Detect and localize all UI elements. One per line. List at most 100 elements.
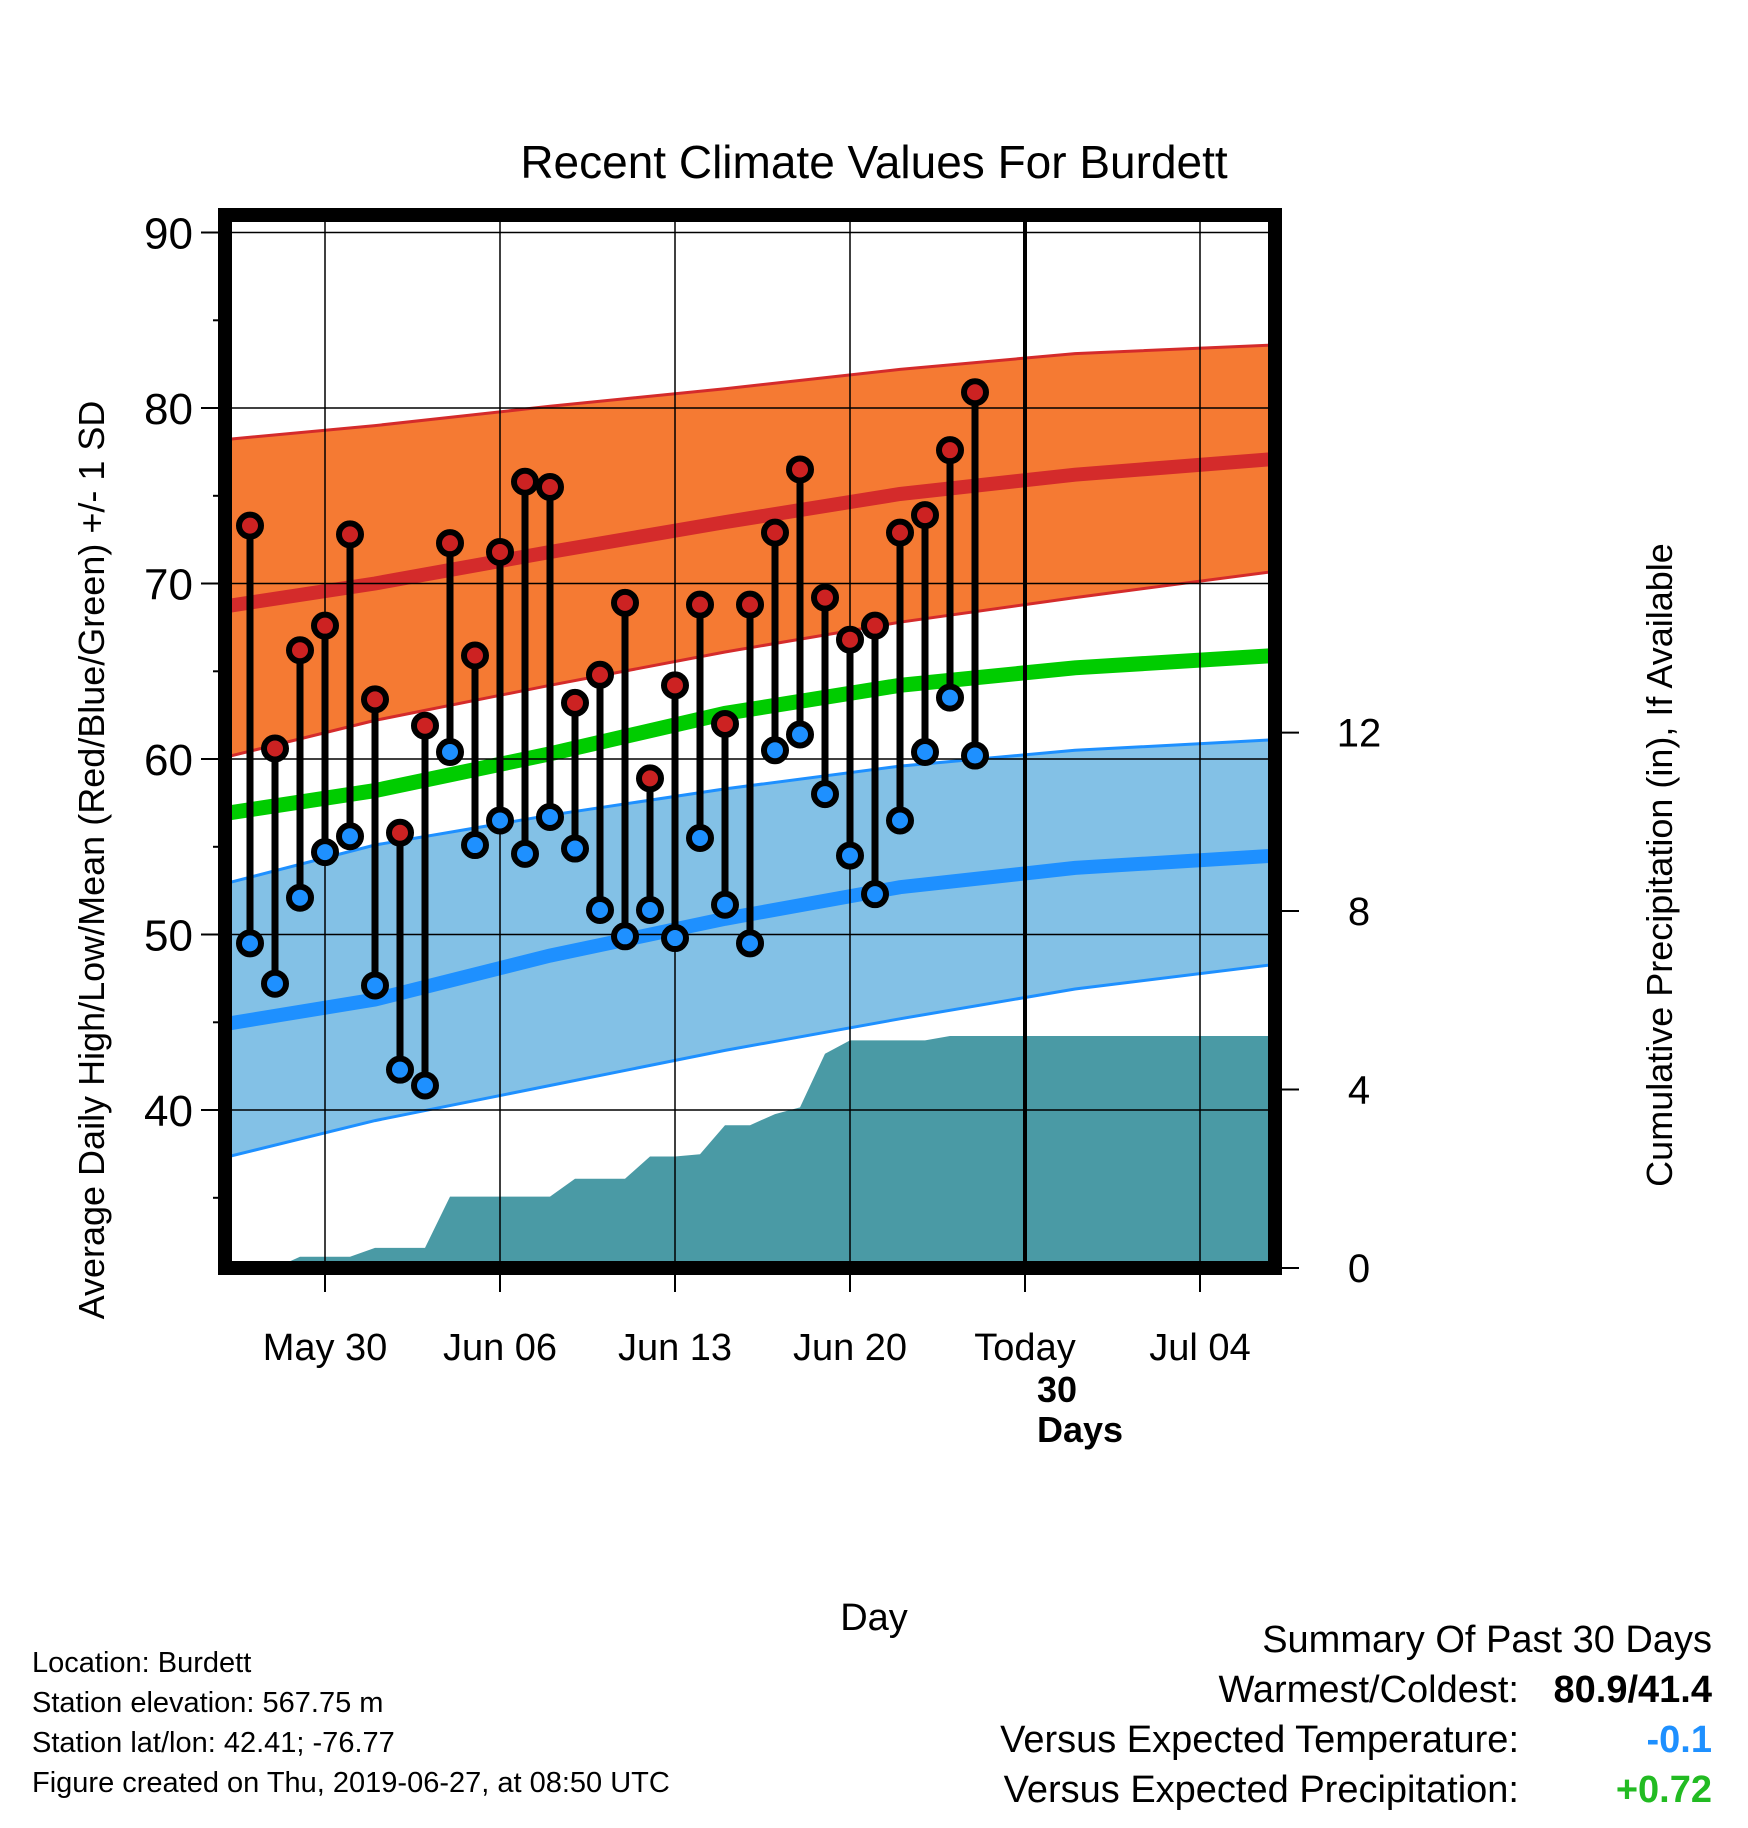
- obs-high-point: [686, 590, 714, 619]
- obs-low-point: [336, 822, 364, 851]
- axes: 40 50 60 70 80 90 0 4 8 12 May 30 Jun 06 Jun 13 Jun 2…: [144, 208, 1382, 1369]
- obs-low-point: [761, 736, 789, 765]
- obs-low-point: [586, 895, 614, 924]
- obs-high-point: [586, 660, 614, 689]
- y-left-tick-label: 70: [144, 561, 193, 610]
- obs-low-point: [836, 841, 864, 870]
- obs-high-point: [461, 641, 489, 670]
- obs-low-point: [936, 683, 964, 712]
- location-text: Location: Burdett: [32, 1647, 252, 1679]
- y-right-tick-label: 4: [1348, 1069, 1370, 1113]
- obs-low-point: [611, 922, 639, 951]
- y-left-tick-label: 60: [144, 736, 193, 785]
- obs-low-point: [386, 1055, 414, 1084]
- low-lower-edge: [224, 962, 1276, 1159]
- today-annotation-text: Days: [1037, 1409, 1123, 1450]
- y-left-tick-label: 40: [144, 1087, 193, 1136]
- obs-low-point: [561, 834, 589, 863]
- summary-panel: Summary Of Past 30 Days Warmest/Coldest:…: [1000, 1615, 1712, 1815]
- warmest-coldest-row: Warmest/Coldest: 80.9/41.4: [1000, 1665, 1712, 1715]
- obs-high-point: [561, 688, 589, 717]
- obs-low-point: [311, 838, 339, 867]
- x-tick-label: May 30: [263, 1327, 388, 1369]
- obs-high-point: [236, 511, 264, 540]
- obs-high-point: [511, 467, 539, 496]
- y-left-tick-label: 50: [144, 912, 193, 961]
- y-left-tick-label: 80: [144, 385, 193, 434]
- warmest-label: Warmest/Coldest:: [1218, 1669, 1519, 1711]
- obs-low-point: [261, 969, 289, 998]
- high-upper-edge: [224, 343, 1276, 442]
- chart-title: Recent Climate Values For Burdett: [520, 136, 1228, 188]
- obs-low-point: [661, 924, 689, 953]
- obs-high-point: [786, 455, 814, 484]
- obs-low-point: [736, 929, 764, 958]
- summary-heading: Summary Of Past 30 Days: [1262, 1619, 1712, 1661]
- temp-value: -0.1: [1646, 1719, 1712, 1761]
- precip-label: Versus Expected Precipitation:: [1003, 1769, 1519, 1811]
- today-annotation-text: 30: [1037, 1369, 1077, 1410]
- obs-low-point: [636, 895, 664, 924]
- obs-low-point: [486, 806, 514, 835]
- obs-high-point: [936, 436, 964, 465]
- obs-high-point: [836, 625, 864, 654]
- x-tick-label: Jul 04: [1149, 1327, 1250, 1369]
- obs-high-point: [861, 611, 889, 640]
- obs-high-point: [636, 764, 664, 793]
- elevation-text: Station elevation: 567.75 m: [32, 1687, 384, 1719]
- y-right-tick-label: 8: [1348, 890, 1370, 934]
- obs-high-point: [536, 473, 564, 502]
- warmest-value: 80.9/41.4: [1553, 1669, 1712, 1711]
- x-tick-label: Jun 06: [443, 1327, 557, 1369]
- precip-value: +0.72: [1615, 1769, 1712, 1811]
- obs-high-point: [361, 685, 389, 714]
- obs-low-point: [686, 824, 714, 853]
- obs-low-point: [511, 839, 539, 868]
- obs-high-point: [611, 588, 639, 617]
- obs-high-point: [336, 520, 364, 549]
- obs-low-point: [536, 802, 564, 831]
- obs-high-point: [411, 711, 439, 740]
- precip-vs-expected-row: Versus Expected Precipitation: +0.72: [1000, 1765, 1712, 1815]
- temp-label: Versus Expected Temperature:: [1000, 1719, 1519, 1761]
- obs-high-point: [811, 583, 839, 612]
- obs-low-point: [911, 738, 939, 767]
- y-right-tick-label: 0: [1348, 1247, 1370, 1291]
- obs-high-point: [661, 671, 689, 700]
- temp-vs-expected-row: Versus Expected Temperature: -0.1: [1000, 1715, 1712, 1765]
- obs-high-point: [761, 518, 789, 547]
- x-tick-label: Jun 20: [793, 1327, 907, 1369]
- obs-low-point: [786, 720, 814, 749]
- obs-high-point: [386, 818, 414, 847]
- obs-high-point: [736, 590, 764, 619]
- obs-low-point: [861, 880, 889, 909]
- station-info: Location: Burdett Station elevation: 567…: [32, 1643, 670, 1803]
- obs-high-point: [311, 611, 339, 640]
- obs-low-point: [961, 741, 989, 770]
- y-axis-right-label: Cumulative Precipitation (in), If Availa…: [1639, 543, 1680, 1187]
- obs-high-point: [286, 636, 314, 665]
- obs-low-point: [811, 780, 839, 809]
- obs-low-point: [711, 890, 739, 919]
- obs-high-point: [911, 501, 939, 530]
- x-tick-label: Today: [974, 1327, 1075, 1369]
- latlon-text: Station lat/lon: 42.41; -76.77: [32, 1727, 395, 1759]
- y-axis-left-label: Average Daily High/Low/Mean (Red/Blue/Gr…: [71, 401, 112, 1320]
- created-text: Figure created on Thu, 2019-06-27, at 08…: [32, 1767, 670, 1799]
- obs-high-point: [436, 529, 464, 558]
- obs-low-point: [286, 883, 314, 912]
- y-right-tick-label: 12: [1337, 712, 1382, 756]
- x-tick-label: Jun 13: [618, 1327, 732, 1369]
- obs-low-point: [361, 971, 389, 1000]
- obs-low-point: [236, 929, 264, 958]
- x-axis-label: Day: [840, 1597, 908, 1639]
- normal-low-line: [223, 848, 1276, 1032]
- plot-frame: [218, 208, 1282, 1275]
- obs-high-point: [261, 734, 289, 763]
- obs-high-point: [711, 709, 739, 738]
- obs-high-point: [886, 518, 914, 547]
- obs-low-point: [886, 806, 914, 835]
- obs-high-point: [961, 378, 989, 407]
